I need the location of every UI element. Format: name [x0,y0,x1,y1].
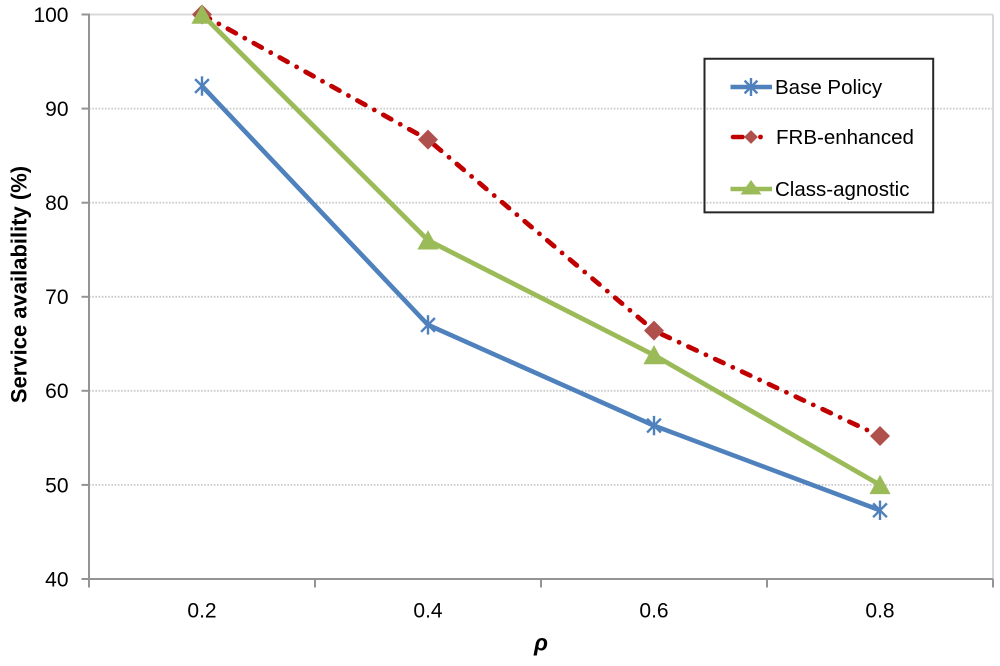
svg-text:50: 50 [45,474,68,497]
svg-text:40: 40 [45,568,68,591]
svg-text:0.4: 0.4 [413,599,443,622]
svg-text:0.2: 0.2 [187,599,216,622]
svg-text:Service availability (%): Service availability (%) [6,166,31,403]
svg-text:0.8: 0.8 [865,599,894,622]
svg-text:ρ: ρ [533,630,548,656]
svg-text:0.6: 0.6 [639,599,668,622]
svg-text:90: 90 [45,98,68,121]
svg-text:Class-agnostic: Class-agnostic [775,178,909,201]
svg-text:60: 60 [45,380,68,403]
svg-text:Base Policy: Base Policy [775,76,883,99]
svg-text:70: 70 [45,286,68,309]
svg-text:80: 80 [45,192,68,215]
svg-text:FRB-enhanced: FRB-enhanced [776,126,914,149]
svg-text:100: 100 [33,4,68,27]
